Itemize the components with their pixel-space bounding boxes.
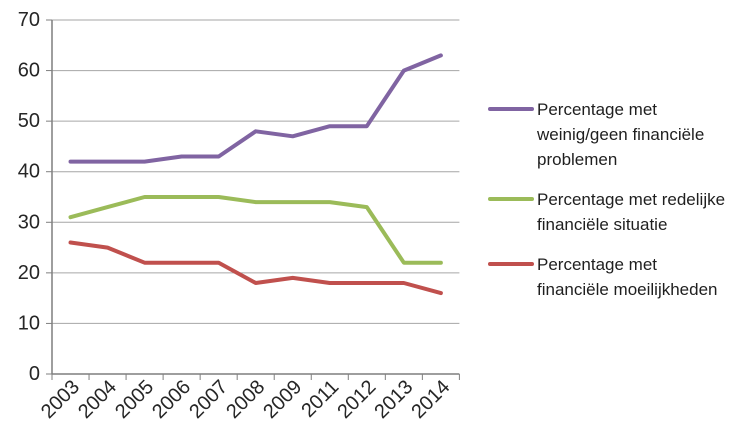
legend-label: Percentage met weinig/geen financiële pr… — [537, 100, 705, 169]
y-tick-label: 50 — [18, 110, 40, 132]
legend-line-swatch — [488, 262, 534, 266]
x-tick-label: 2013 — [370, 376, 417, 423]
legend-item: Percentage met redelijke financiële situ… — [488, 187, 738, 237]
y-tick-label: 10 — [18, 312, 40, 334]
y-tick-label: 30 — [18, 211, 40, 233]
y-tick-label: 40 — [18, 161, 40, 183]
y-tick-label: 0 — [29, 363, 40, 385]
y-tick-label: 60 — [18, 60, 40, 82]
legend-line-swatch — [488, 197, 534, 201]
x-tick-label: 2003 — [37, 376, 84, 423]
chart-plot-area: 0102030405060702003200420052006200720082… — [18, 9, 460, 423]
legend-label: Percentage met financiële moeilijkheden — [537, 255, 718, 299]
series-line-0 — [68, 53, 443, 164]
legend-label: Percentage met redelijke financiële situ… — [537, 190, 726, 234]
x-tick-label: 2007 — [185, 376, 232, 423]
series-line-1 — [68, 195, 443, 265]
x-tick-label: 2011 — [297, 376, 343, 422]
legend-line-swatch — [488, 107, 534, 111]
x-tick-label: 2012 — [333, 376, 380, 423]
x-tick-label: 2004 — [74, 376, 121, 423]
x-tick-label: 2009 — [259, 376, 306, 423]
series-line-2 — [68, 240, 443, 296]
y-tick-label: 20 — [18, 262, 40, 284]
x-tick-label: 2005 — [111, 376, 158, 423]
x-tick-label: 2006 — [148, 376, 195, 423]
x-tick-label: 2008 — [222, 376, 269, 423]
legend-item: Percentage met weinig/geen financiële pr… — [488, 97, 738, 172]
legend-item: Percentage met financiële moeilijkheden — [488, 252, 738, 302]
y-tick-label: 70 — [18, 9, 40, 31]
x-tick-label: 2014 — [407, 376, 454, 423]
chart-legend: Percentage met weinig/geen financiële pr… — [488, 97, 738, 302]
